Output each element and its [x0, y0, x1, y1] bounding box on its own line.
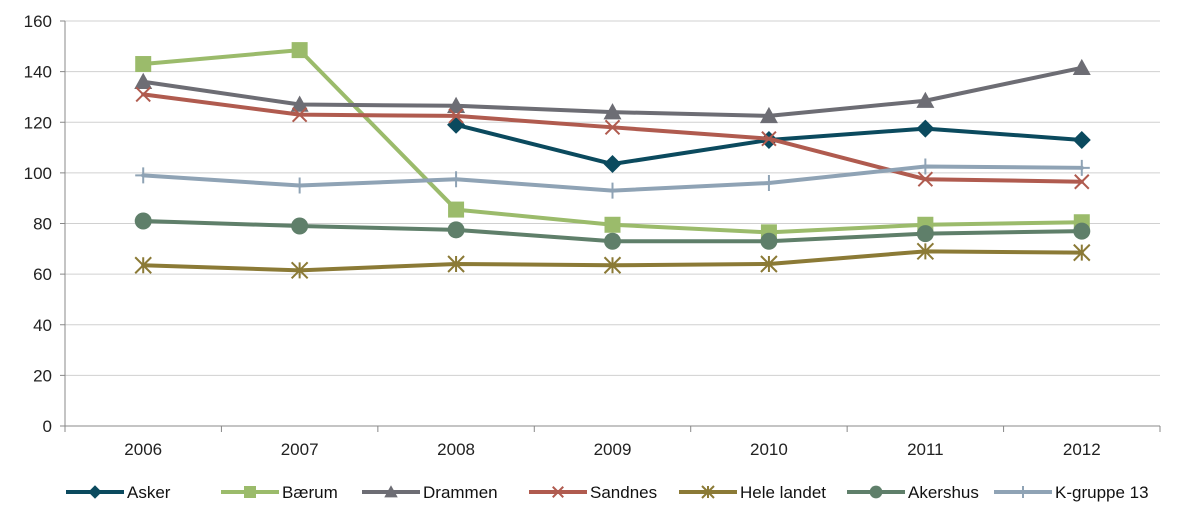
- data-point: [448, 108, 464, 124]
- data-point: [1072, 58, 1091, 76]
- data-point: [291, 177, 308, 194]
- series-asker: [447, 115, 1091, 174]
- data-point: [290, 95, 309, 112]
- legend-label: Drammen: [423, 483, 498, 502]
- data-point: [88, 485, 102, 499]
- data-point: [760, 255, 778, 273]
- data-point: [384, 485, 398, 498]
- data-point: [1017, 486, 1029, 498]
- legend-item: Drammen: [362, 483, 498, 502]
- data-point: [447, 115, 466, 134]
- legend-item: Asker: [66, 483, 171, 502]
- data-point: [603, 256, 622, 274]
- data-point: [134, 72, 153, 89]
- legend-item: Hele landet: [679, 483, 826, 502]
- data-point: [134, 212, 152, 230]
- data-point: [701, 485, 715, 499]
- legend-item: Bærum: [221, 483, 338, 502]
- data-point: [447, 96, 466, 113]
- x-tick-label: 2010: [750, 440, 788, 459]
- y-tick-label: 120: [24, 113, 52, 132]
- data-point: [290, 261, 309, 280]
- data-point: [244, 486, 256, 498]
- data-point: [760, 175, 777, 191]
- data-point: [552, 486, 564, 498]
- x-tick-label: 2008: [437, 440, 475, 459]
- data-point: [917, 171, 934, 187]
- legend-item: K-gruppe 13: [994, 483, 1149, 502]
- x-tick-label: 2012: [1063, 440, 1101, 459]
- legend-item: Akershus: [847, 483, 979, 502]
- y-tick-label: 60: [33, 265, 52, 284]
- series-b-rum: [135, 42, 1090, 241]
- series-drammen: [134, 58, 1091, 124]
- x-tick-label: 2011: [907, 440, 944, 459]
- data-point: [447, 221, 465, 239]
- legend: Asker Bærum Drammen Sandnes Hele landet Akers…: [66, 483, 1149, 502]
- x-tick-label: 2006: [124, 440, 162, 459]
- y-tick-label: 80: [33, 215, 52, 234]
- x-axis-ticks: 2006 2007 2008 2009 2010 2011 2012: [64, 426, 1161, 459]
- legend-label: Hele landet: [740, 483, 826, 502]
- data-point: [916, 119, 935, 138]
- data-point: [448, 171, 465, 188]
- data-point: [604, 182, 621, 199]
- data-point: [1073, 243, 1091, 262]
- series-akershus: [134, 212, 1091, 250]
- data-point: [760, 232, 778, 250]
- y-tick-label: 40: [33, 316, 52, 335]
- data-point: [916, 91, 935, 108]
- data-point: [134, 256, 152, 274]
- y-tick-label: 100: [24, 164, 52, 183]
- series-hele-landet: [134, 242, 1091, 280]
- data-point: [135, 167, 152, 184]
- data-point: [291, 106, 308, 123]
- legend-label: Sandnes: [590, 483, 657, 502]
- data-point: [447, 255, 465, 273]
- data-point: [135, 86, 151, 103]
- y-tick-label: 20: [33, 366, 52, 385]
- legend-label: Bærum: [282, 483, 338, 502]
- data-point: [1073, 159, 1090, 176]
- legend-label: K-gruppe 13: [1055, 483, 1149, 502]
- y-tick-label: 160: [24, 12, 52, 31]
- data-point: [759, 106, 778, 124]
- series-sandnes: [135, 86, 1090, 190]
- legend-item: Sandnes: [529, 483, 657, 502]
- data-point: [604, 232, 621, 250]
- y-tick-label: 0: [43, 417, 52, 436]
- data-point: [916, 225, 934, 243]
- series-k-gruppe-13: [135, 158, 1090, 199]
- legend-label: Akershus: [908, 483, 979, 502]
- x-tick-label: 2009: [594, 440, 632, 459]
- data-point: [916, 242, 935, 261]
- data-point: [448, 201, 465, 218]
- data-point: [869, 485, 883, 499]
- data-point: [761, 130, 777, 147]
- data-point: [1073, 222, 1091, 240]
- data-point: [603, 103, 622, 120]
- data-point: [604, 119, 621, 136]
- data-point: [291, 42, 308, 59]
- data-point: [1074, 174, 1090, 190]
- data-point: [135, 56, 152, 73]
- series-layer: [134, 42, 1091, 280]
- x-tick-label: 2007: [281, 440, 319, 459]
- data-point: [604, 216, 621, 233]
- data-point: [291, 217, 309, 235]
- data-point: [603, 155, 622, 174]
- legend-label: Asker: [127, 483, 171, 502]
- series-line: [141, 48, 1084, 235]
- data-point: [917, 158, 934, 175]
- y-tick-label: 140: [24, 63, 52, 82]
- data-point: [1072, 130, 1091, 149]
- y-axis-ticks: 0 20 40 60 80 100 120 140 160: [24, 12, 65, 436]
